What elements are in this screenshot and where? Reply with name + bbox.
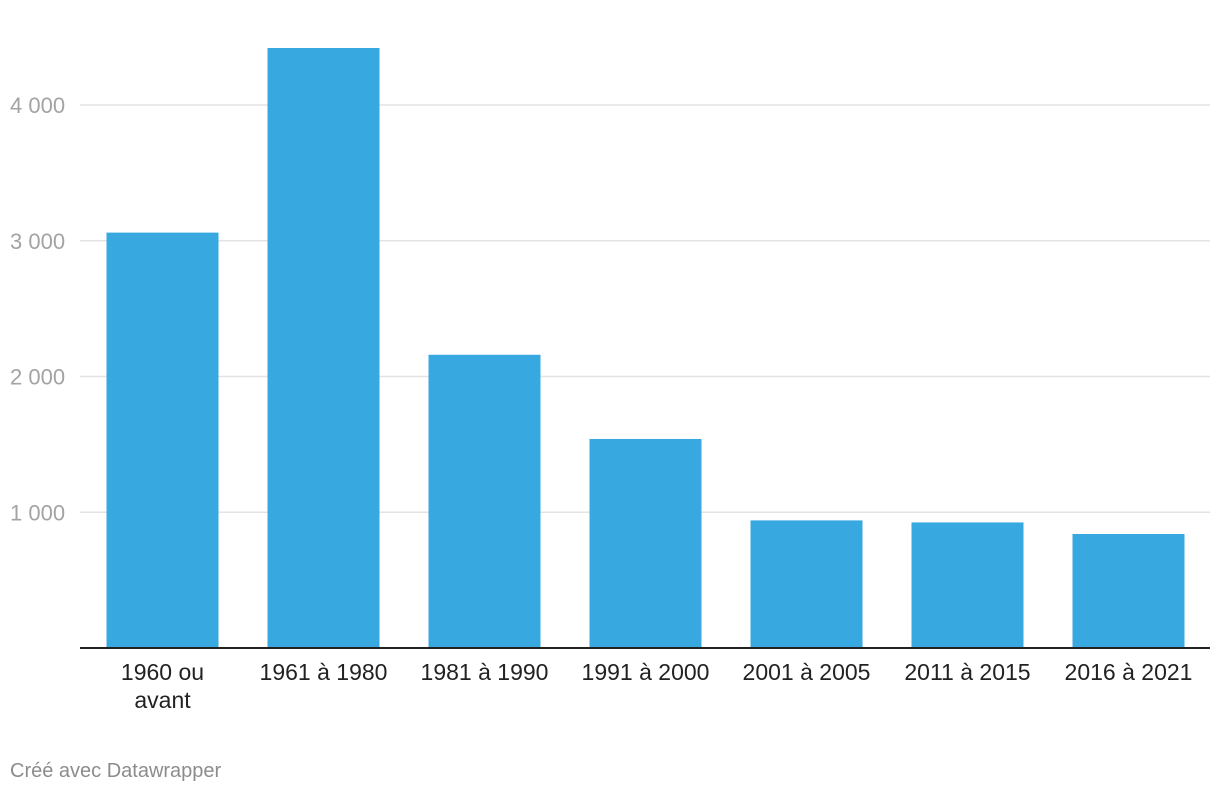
y-tick-label: 4 000 (10, 93, 65, 118)
x-tick-label: 2001 à 2005 (743, 659, 871, 685)
y-tick-label: 1 000 (10, 500, 65, 525)
bar (911, 522, 1024, 648)
bar (106, 232, 219, 648)
y-tick-label: 3 000 (10, 229, 65, 254)
x-tick-label: 1991 à 2000 (582, 659, 710, 685)
x-tick-label: 2016 à 2021 (1065, 659, 1193, 685)
bar (1072, 533, 1185, 648)
bar (267, 48, 380, 648)
bar (428, 354, 541, 648)
x-tick-label: 1960 ou avant (121, 659, 204, 713)
x-tick-label: 2011 à 2015 (904, 659, 1030, 685)
bar (750, 520, 863, 648)
x-tick-label: 1961 à 1980 (260, 659, 388, 685)
axis-layer: 1 000 2 000 3 000 4 000 1960 ou avant 1961 à 1… (10, 93, 1210, 713)
y-tick-label: 2 000 (10, 365, 65, 390)
credit-footer: Créé avec Datawrapper (10, 760, 222, 782)
x-tick-label: 1981 à 1990 (421, 659, 549, 685)
bar-layer (106, 48, 1185, 648)
bar (589, 438, 702, 648)
